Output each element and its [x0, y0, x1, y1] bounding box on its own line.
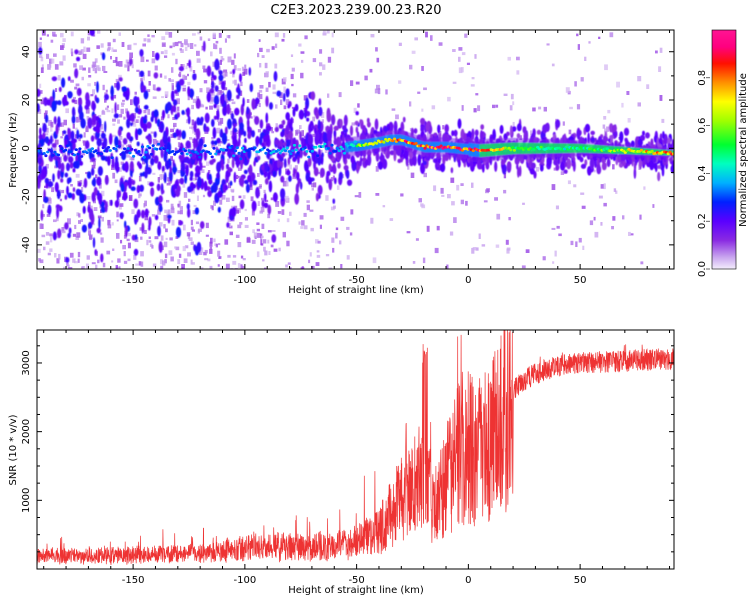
colorbar-label: Normalized spectral amplitude — [738, 73, 749, 227]
spectrogram-x-axis-label: Height of straight line (km) — [288, 285, 424, 296]
x-tick-label: -50 — [348, 575, 364, 586]
y-tick-label: -40 — [21, 237, 32, 253]
snr-x-axis-label: Height of straight line (km) — [288, 585, 424, 596]
colorbar: 0.0 0.2 0.4 0.6 0.8 Normalized spectral ampl… — [697, 29, 749, 277]
figure-title: C2E3.2023.239.00.23.R20 — [270, 3, 441, 18]
x-tick-label: 0 — [465, 275, 471, 286]
y-tick-label: 3000 — [21, 350, 32, 375]
colorbar-gradient — [712, 30, 736, 269]
snr-panel: -150 -100 -50 0 50 1000 2000 3000 Height of st… — [8, 329, 675, 596]
x-tick-label: 50 — [574, 275, 587, 286]
x-tick-label: 0 — [465, 575, 471, 586]
spectrogram-carrier-trace — [37, 137, 674, 161]
x-tick-label: -100 — [234, 275, 257, 286]
x-tick-label: 50 — [574, 575, 587, 586]
spectrogram-panel: -150 -100 -50 0 50 -40 -20 0 20 40 Height of str… — [8, 29, 675, 296]
y-tick-label: -20 — [21, 188, 32, 204]
snr-plot-frame — [36, 329, 675, 570]
x-tick-label: -50 — [348, 275, 364, 286]
colorbar-ticks: 0.0 0.2 0.4 0.6 0.8 — [697, 70, 710, 277]
colorbar-tick-label: 0.2 — [697, 213, 708, 229]
spectrogram-y-ticks: -40 -20 0 20 40 — [21, 45, 674, 270]
x-tick-label: -150 — [122, 275, 145, 286]
y-tick-label: 1000 — [21, 488, 32, 513]
snr-y-ticks: 1000 2000 3000 — [21, 345, 674, 570]
colorbar-tick-label: 0.6 — [697, 118, 708, 134]
colorbar-tick-label: 0.0 — [697, 261, 708, 277]
spectrogram-x-ticks: -150 -100 -50 0 50 — [43, 30, 671, 286]
x-tick-label: -150 — [122, 575, 145, 586]
snr-y-axis-label: SNR (10 * v/v) — [8, 414, 19, 485]
spectrogram-y-axis-label: Frequency (Hz) — [8, 112, 19, 188]
y-tick-label: 40 — [21, 45, 32, 58]
colorbar-tick-label: 0.8 — [697, 70, 708, 86]
x-tick-label: -100 — [234, 575, 257, 586]
spectrogram-plot-frame — [36, 29, 675, 270]
y-tick-label: 0 — [21, 145, 32, 151]
y-tick-label: 2000 — [21, 419, 32, 444]
snr-series-line — [37, 330, 674, 566]
colorbar-frame — [711, 29, 737, 270]
y-tick-label: 20 — [21, 94, 32, 107]
colorbar-tick-label: 0.4 — [697, 165, 708, 181]
snr-x-ticks: -150 -100 -50 0 50 — [43, 330, 671, 586]
